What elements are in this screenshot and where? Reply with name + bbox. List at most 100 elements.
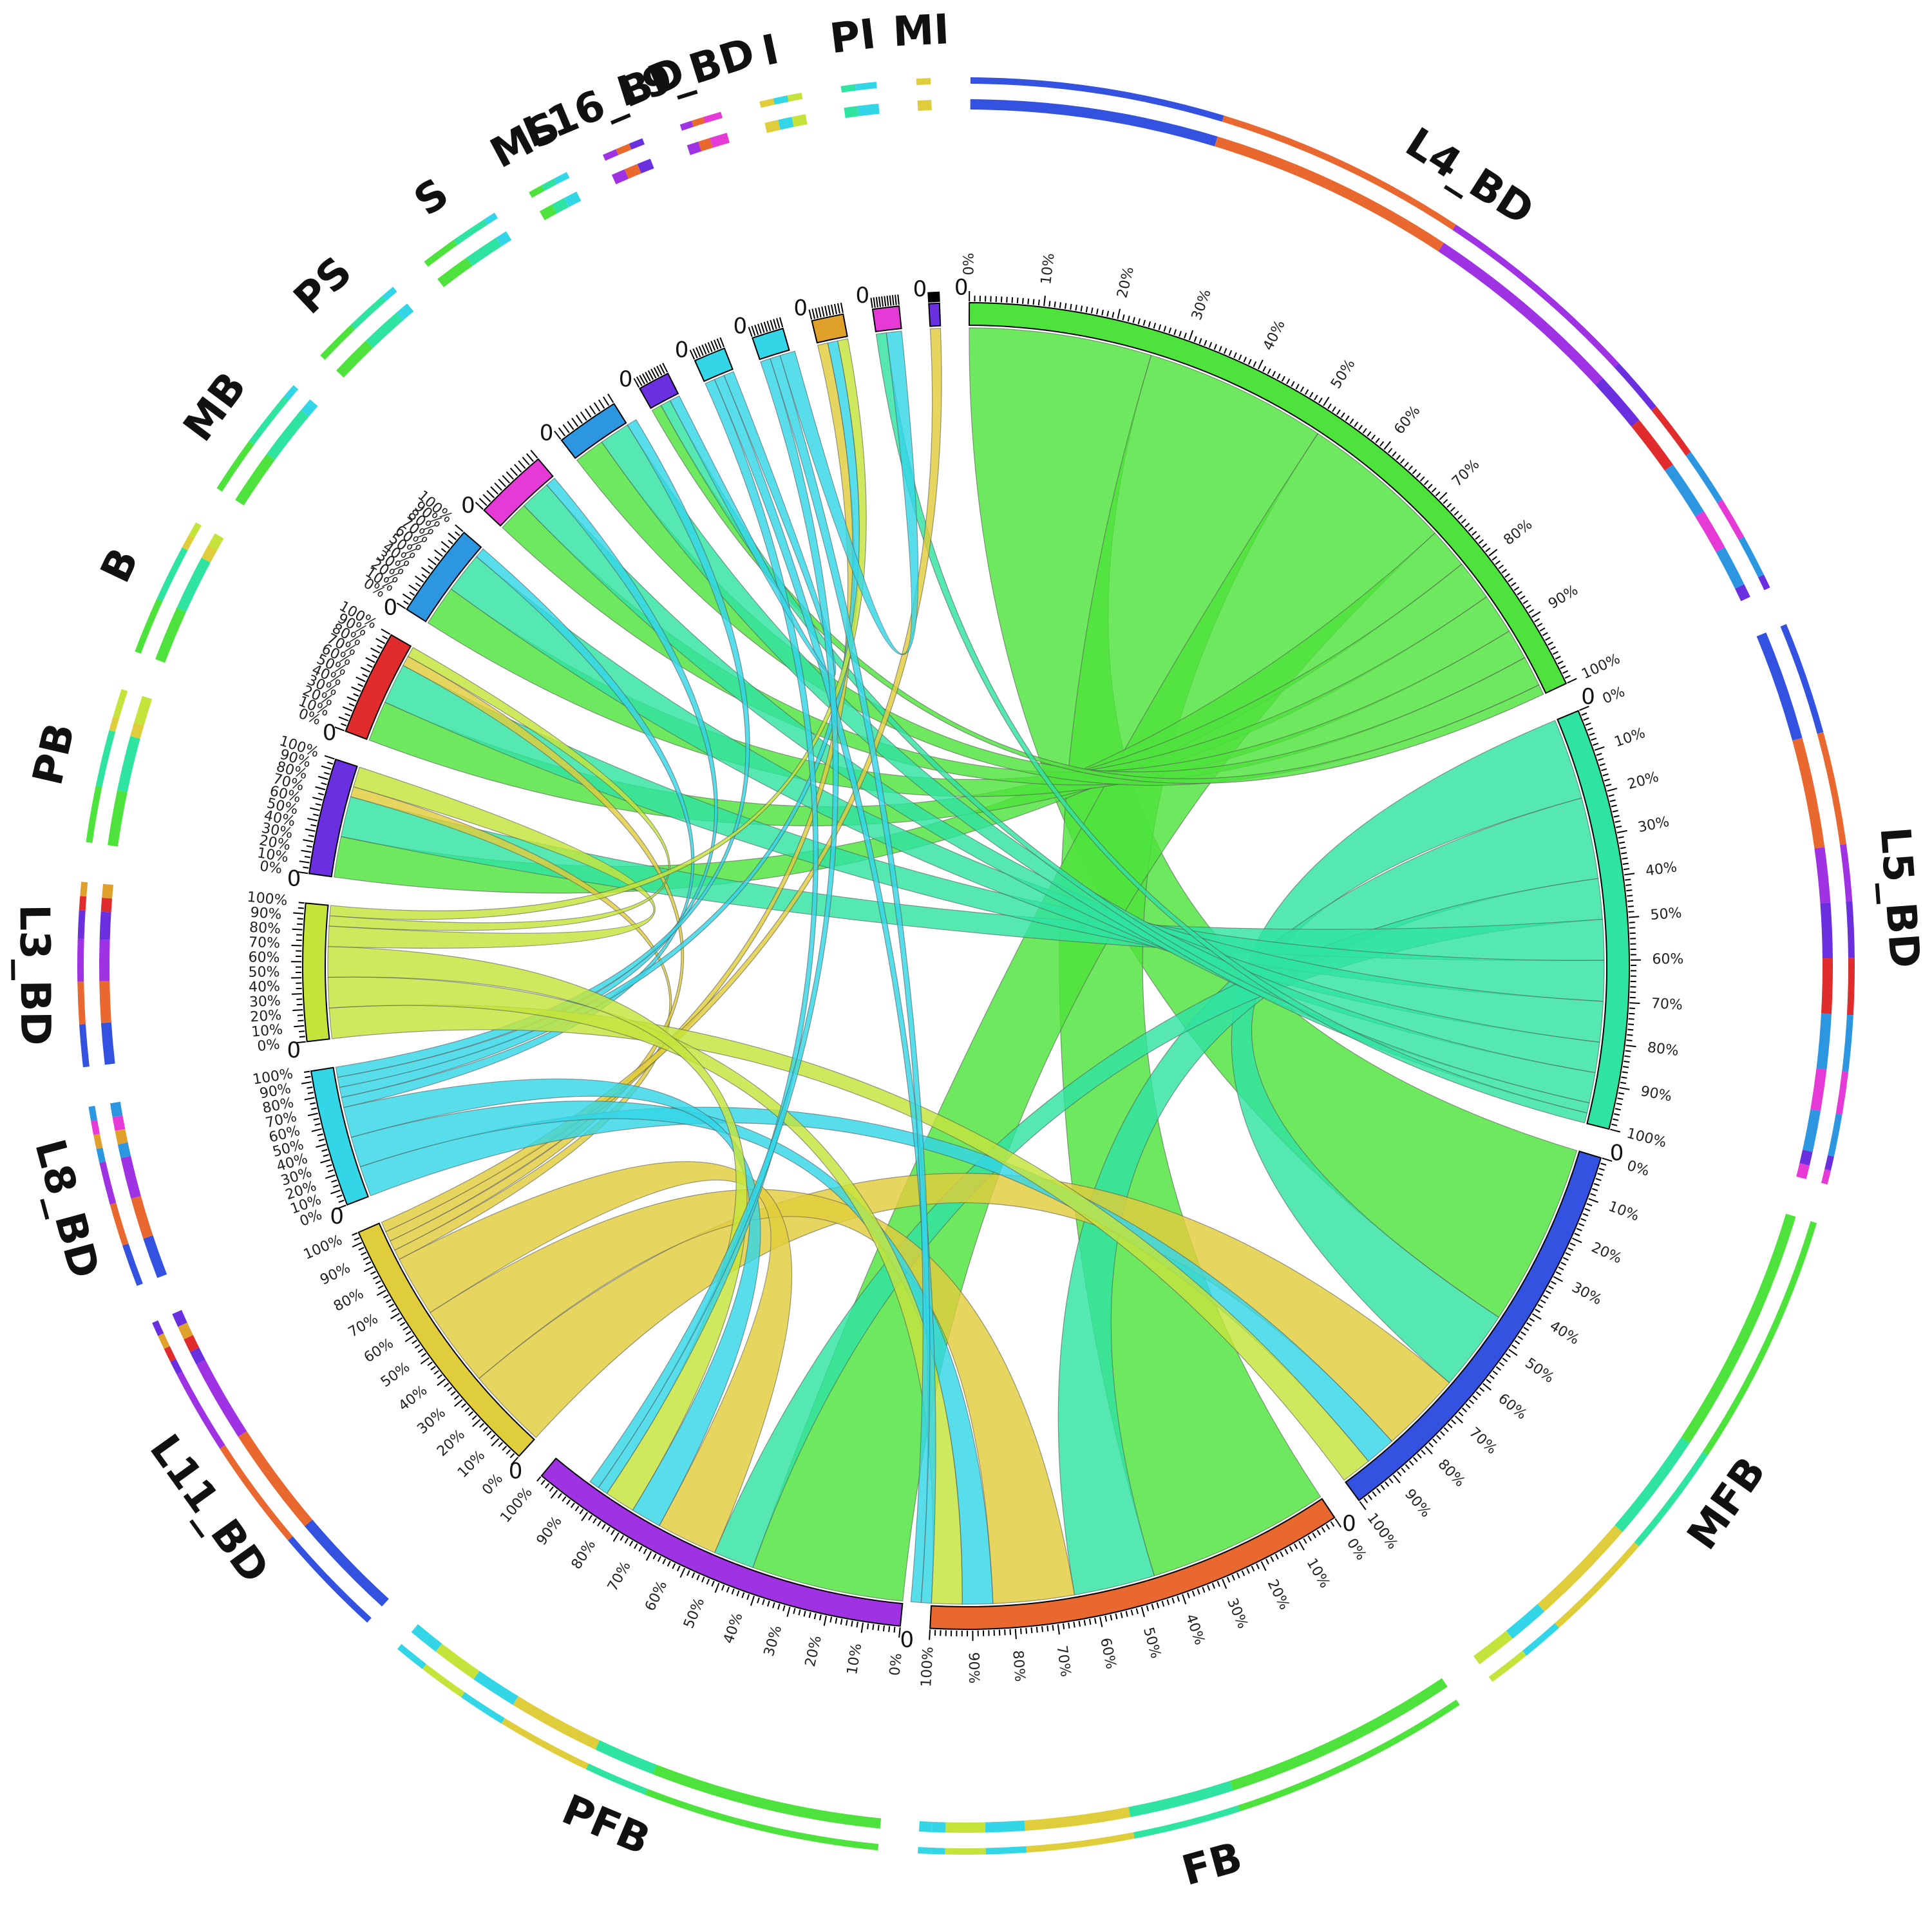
tick-mark xyxy=(437,1374,442,1379)
outer-track-part xyxy=(652,1765,882,1829)
tick-mark xyxy=(645,372,651,382)
segment-label-pb: PB xyxy=(24,719,84,790)
tick-mark xyxy=(536,1476,542,1482)
tick-mark xyxy=(331,1179,337,1183)
outer-track-part xyxy=(970,77,1224,122)
tick-mark xyxy=(307,1092,314,1094)
tick-mark xyxy=(1598,1168,1605,1171)
tick-mark xyxy=(1616,829,1627,833)
outer-track-part xyxy=(1846,900,1855,958)
tick-mark xyxy=(433,1370,439,1375)
tick-label: 30% xyxy=(249,993,281,1010)
outer-track-part xyxy=(1702,1221,1817,1455)
tick-mark xyxy=(886,296,889,307)
tick-mark xyxy=(1526,604,1531,609)
tick-mark xyxy=(1548,641,1553,646)
tick-mark xyxy=(454,1399,463,1407)
segment-arc-layer xyxy=(302,302,1630,1630)
tick-mark xyxy=(502,475,510,484)
tick-mark xyxy=(1472,531,1477,536)
tick-mark xyxy=(803,1611,806,1617)
tick-mark xyxy=(1520,595,1526,600)
tick-mark xyxy=(370,1271,376,1275)
outer-track-part xyxy=(1222,115,1456,231)
tick-mark xyxy=(1094,1618,1097,1624)
tick-mark xyxy=(311,1128,322,1132)
tick-mark xyxy=(1602,1157,1613,1162)
outer-track-part xyxy=(1537,1525,1623,1612)
outer-track-part xyxy=(1821,1169,1831,1185)
tick-mark xyxy=(1217,1580,1220,1587)
tick-mark xyxy=(399,1321,406,1327)
outer-track-part xyxy=(844,106,859,118)
outer-track-part xyxy=(945,1822,986,1833)
outer-track-part xyxy=(1229,1678,1448,1791)
outer-track-part xyxy=(1452,224,1619,368)
tick-mark xyxy=(893,1626,896,1633)
zero-label: 0 xyxy=(323,720,337,746)
tick-mark xyxy=(1520,1331,1526,1336)
tick-mark xyxy=(1526,1322,1532,1327)
tick-mark xyxy=(754,325,759,336)
tick-mark xyxy=(1620,1081,1627,1084)
tick-mark xyxy=(808,1612,811,1618)
tick-mark xyxy=(652,1553,657,1560)
tick-mark xyxy=(1059,302,1062,308)
tick-label: 10% xyxy=(1613,725,1647,751)
tick-mark xyxy=(1080,305,1083,312)
segment-arc-l3-bd xyxy=(302,902,330,1043)
tick-mark xyxy=(1620,852,1627,855)
outer-track-part xyxy=(985,1820,1025,1833)
outer-track-part xyxy=(155,607,186,663)
tick-mark xyxy=(889,295,892,306)
tick-mark xyxy=(1478,539,1484,544)
tick-mark xyxy=(342,706,353,712)
tick-mark xyxy=(1602,773,1609,777)
outer-track-part xyxy=(182,535,195,551)
tick-mark xyxy=(1468,1399,1475,1405)
tick-mark xyxy=(1555,1271,1562,1276)
tick-mark xyxy=(1504,573,1510,578)
zero-label: 0 xyxy=(1581,684,1595,710)
tick-mark xyxy=(448,539,453,545)
tick-label: 0% xyxy=(1600,684,1627,708)
tick-mark xyxy=(479,1423,484,1428)
tick-mark xyxy=(1629,922,1635,923)
tick-mark xyxy=(1075,305,1077,311)
tick-mark xyxy=(1574,1233,1580,1236)
tick-mark xyxy=(1323,396,1330,406)
tick-mark xyxy=(1419,476,1425,482)
tick-mark xyxy=(692,348,698,359)
outer-track-part xyxy=(554,172,570,185)
tick-mark xyxy=(584,408,592,418)
tick-mark xyxy=(317,792,325,796)
tick-mark xyxy=(475,502,484,510)
tick-mark xyxy=(653,367,659,377)
tick-mark xyxy=(793,1608,796,1615)
outer-track-part xyxy=(382,287,397,301)
tick-mark xyxy=(316,1144,327,1148)
tick-mark xyxy=(1256,1563,1260,1569)
tick-mark xyxy=(482,1426,488,1432)
outer-track-part xyxy=(216,440,254,492)
outer-track-part xyxy=(156,547,188,601)
outer-track-part xyxy=(189,522,202,538)
tick-mark xyxy=(672,1563,676,1569)
tick-label: 80% xyxy=(249,920,281,938)
tick-mark xyxy=(301,849,312,853)
segment-arc-l9-bd xyxy=(752,327,790,361)
tick-mark xyxy=(315,786,326,791)
tick-mark xyxy=(1231,1575,1235,1581)
tick-mark xyxy=(1591,737,1597,741)
tick-mark xyxy=(1142,319,1146,326)
outer-track-part xyxy=(86,786,102,843)
tick-mark xyxy=(1197,1588,1200,1595)
tick-mark xyxy=(1514,1340,1520,1345)
tick-mark xyxy=(514,464,522,473)
tick-mark xyxy=(701,1577,705,1583)
tick-label: 20% xyxy=(1626,769,1661,793)
tick-mark xyxy=(1629,916,1640,918)
tick-mark xyxy=(1537,1303,1544,1309)
outer-track-part xyxy=(917,100,932,111)
